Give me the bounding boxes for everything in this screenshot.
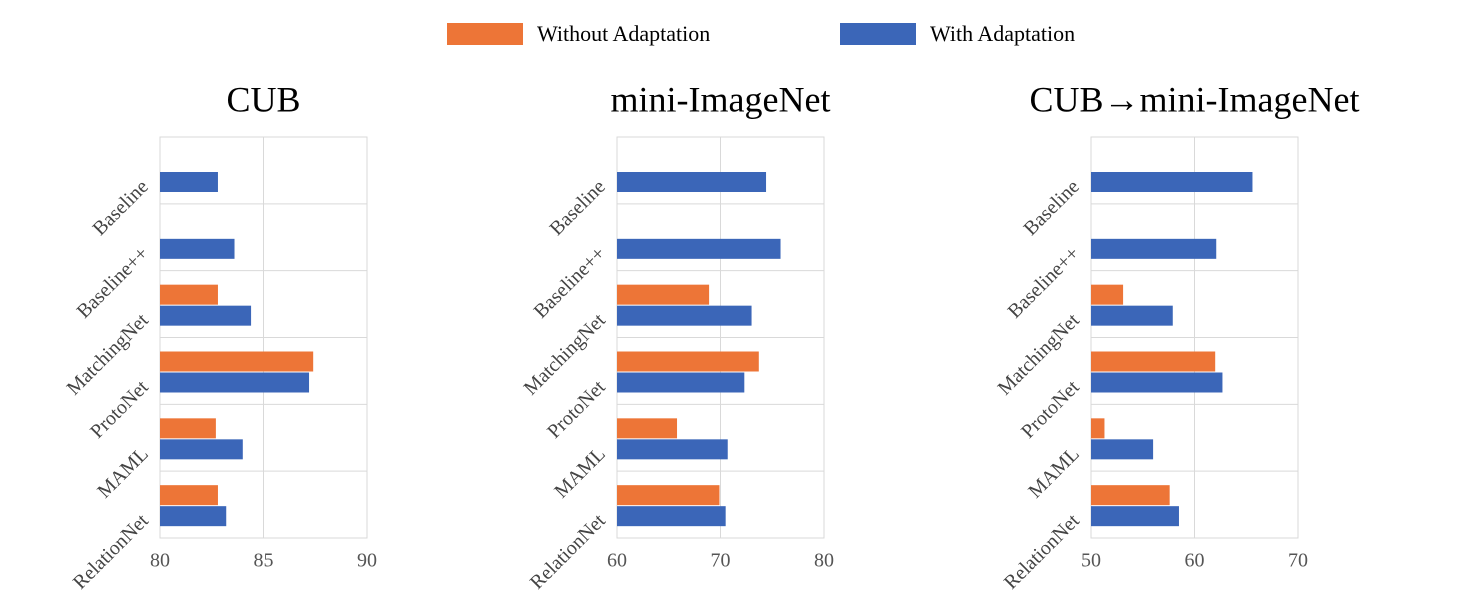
y-tick-label: Baseline bbox=[546, 176, 610, 240]
y-tick-label: MAML bbox=[1024, 443, 1084, 503]
bar bbox=[1091, 372, 1223, 393]
y-tick-label: MAML bbox=[93, 443, 153, 503]
bar bbox=[617, 439, 728, 460]
bar bbox=[160, 485, 218, 506]
bar bbox=[617, 485, 720, 506]
bar bbox=[1091, 439, 1154, 460]
bar bbox=[160, 418, 216, 439]
y-tick-label: RelationNet bbox=[1000, 509, 1084, 593]
x-tick-label: 60 bbox=[607, 550, 627, 572]
bar bbox=[160, 172, 218, 192]
x-tick-label: 70 bbox=[711, 550, 731, 572]
bar bbox=[1091, 485, 1170, 506]
bar bbox=[1091, 238, 1217, 259]
x-tick-label: 50 bbox=[1081, 550, 1101, 572]
bar bbox=[1091, 305, 1173, 326]
y-tick-label: Baseline++ bbox=[1004, 242, 1084, 322]
bar bbox=[1091, 172, 1253, 192]
x-tick-label: 90 bbox=[357, 550, 377, 572]
bar bbox=[617, 506, 726, 527]
bar bbox=[617, 284, 710, 305]
legend-label: Without Adaptation bbox=[537, 21, 710, 46]
bar bbox=[160, 284, 218, 305]
y-tick-label: ProtoNet bbox=[543, 376, 610, 443]
bar bbox=[1091, 351, 1216, 372]
bar bbox=[160, 351, 314, 372]
bar bbox=[160, 439, 243, 460]
x-tick-label: 85 bbox=[254, 550, 274, 572]
bar bbox=[160, 238, 235, 259]
y-tick-label: Baseline bbox=[89, 176, 153, 240]
x-tick-label: 80 bbox=[150, 550, 170, 572]
bar bbox=[617, 305, 752, 326]
bar bbox=[160, 372, 310, 393]
chart-title: CUB bbox=[226, 79, 300, 119]
chart-title: CUB→mini-ImageNet bbox=[1030, 79, 1360, 119]
bar bbox=[617, 238, 781, 259]
bar bbox=[617, 418, 678, 439]
chart-title: mini-ImageNet bbox=[611, 79, 831, 119]
y-tick-label: RelationNet bbox=[69, 509, 153, 593]
legend-label: With Adaptation bbox=[930, 21, 1075, 46]
y-tick-label: MAML bbox=[550, 443, 610, 503]
bar bbox=[1091, 418, 1105, 439]
legend-swatch bbox=[447, 23, 523, 45]
y-tick-label: ProtoNet bbox=[86, 376, 153, 443]
bar bbox=[160, 506, 227, 527]
x-tick-label: 60 bbox=[1185, 550, 1205, 572]
y-tick-label: Baseline bbox=[1020, 176, 1084, 240]
bar bbox=[160, 305, 252, 326]
legend-swatch bbox=[840, 23, 916, 45]
bar bbox=[617, 372, 745, 393]
y-tick-label: ProtoNet bbox=[1017, 376, 1084, 443]
y-tick-label: Baseline++ bbox=[73, 242, 153, 322]
bar bbox=[1091, 284, 1124, 305]
bar bbox=[617, 172, 767, 192]
x-tick-label: 80 bbox=[814, 550, 834, 572]
bar bbox=[617, 351, 759, 372]
bar bbox=[1091, 506, 1179, 527]
x-tick-label: 70 bbox=[1288, 550, 1308, 572]
y-tick-label: RelationNet bbox=[526, 509, 610, 593]
y-tick-label: Baseline++ bbox=[530, 242, 610, 322]
